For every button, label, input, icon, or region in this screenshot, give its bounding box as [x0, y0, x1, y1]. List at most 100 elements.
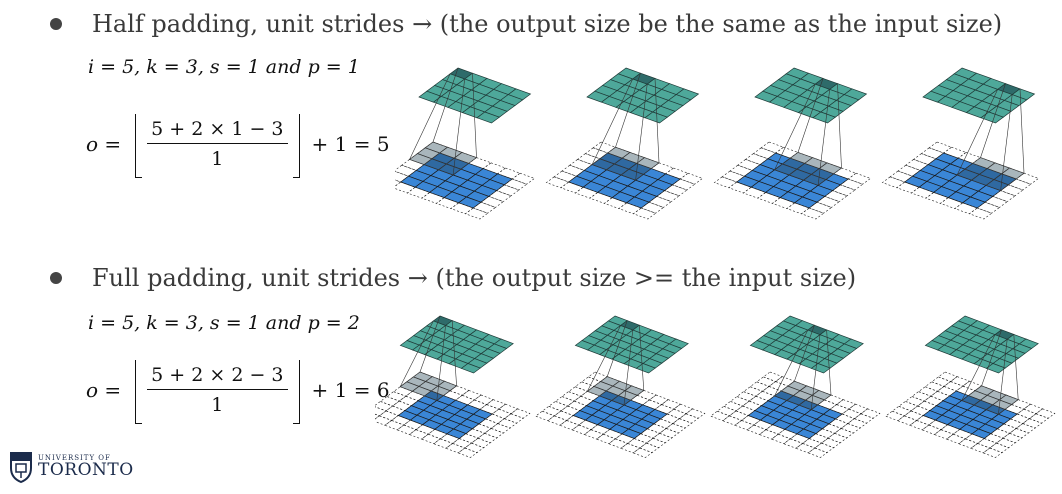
padding-cell [847, 172, 872, 185]
padding-cell [640, 201, 665, 214]
padding-cell [567, 386, 589, 397]
padding-cell [488, 190, 512, 202]
bullet-half-padding: Half padding, unit strides → (the output… [50, 10, 1002, 38]
padding-cell [420, 433, 442, 445]
padding-cell [620, 443, 641, 454]
padding-cell [553, 410, 574, 421]
padding-cell [480, 196, 504, 208]
projection-line [587, 325, 621, 392]
projection-line [399, 320, 434, 387]
padding-cell [1035, 408, 1056, 419]
padding-cell [665, 423, 686, 434]
projection-line [409, 73, 451, 160]
conv-frame [375, 315, 531, 458]
padding-cell [839, 178, 864, 191]
padding-cell [758, 429, 779, 440]
padding-cell [909, 420, 930, 431]
params-full-padding: i = 5, k = 3, s = 1 and p = 2 [88, 312, 360, 334]
padding-cell [534, 410, 556, 422]
padding-cell [632, 447, 653, 458]
padding-cell [541, 405, 562, 417]
padding-cell [473, 394, 494, 405]
fraction-numerator: 5 + 2 × 1 − 3 [147, 118, 288, 144]
padding-cell [490, 423, 511, 434]
padding-cell [898, 401, 919, 412]
padding-cell [762, 371, 783, 382]
padding-cell [485, 399, 507, 410]
padding-cell [660, 399, 682, 410]
padding-cell [945, 433, 967, 445]
padding-cell [663, 184, 688, 197]
padding-cell [483, 428, 505, 439]
projection-line [797, 78, 824, 153]
padding-cell [841, 408, 862, 419]
padding-cell [982, 447, 1003, 458]
padding-cell [995, 437, 1016, 449]
projection-line [774, 329, 809, 397]
padding-cell [639, 442, 660, 453]
padding-cell [511, 172, 536, 185]
padding-cell [503, 178, 528, 191]
output-cell [635, 363, 656, 374]
padding-cell [375, 415, 393, 426]
padding-cell [928, 141, 953, 154]
projection-line [774, 84, 816, 170]
projection-line [591, 78, 633, 165]
padding-cell [1022, 418, 1043, 429]
padding-cell [1016, 408, 1037, 419]
padding-cell [924, 381, 945, 392]
padding-cell [723, 401, 744, 412]
padding-cell [464, 207, 489, 220]
projection-line [436, 325, 446, 401]
kernel-cell [798, 399, 819, 411]
projection-line [639, 325, 645, 391]
projection-line [998, 339, 1008, 415]
padding-cell [375, 406, 387, 417]
padding-cell [736, 391, 757, 402]
params-half-padding: i = 5, k = 3, s = 1 and p = 1 [88, 56, 360, 78]
fraction-denominator: 1 [211, 394, 224, 416]
padding-cell [495, 184, 520, 197]
padding-cell [548, 401, 569, 412]
projection-line [837, 83, 842, 169]
padding-cell [722, 415, 743, 426]
crest-icon [10, 452, 32, 484]
padding-cell [729, 396, 750, 407]
projection-line [472, 73, 477, 158]
padding-cell [921, 424, 942, 435]
padding-cell [379, 396, 400, 407]
padding-cell [491, 408, 512, 419]
floor-fraction: 5 + 2 × 2 − 3 1 [135, 360, 300, 424]
padding-cell [734, 420, 755, 431]
padding-cell [860, 408, 881, 419]
padding-cell [808, 201, 833, 214]
padding-cell [904, 396, 925, 407]
projection-line [623, 330, 634, 406]
padding-cell [770, 433, 792, 445]
padding-cell [891, 405, 912, 417]
floor-fraction: 5 + 2 × 1 − 3 1 [135, 114, 300, 178]
formula-rhs: + 1 = 5 [311, 132, 390, 156]
padding-cell [626, 438, 648, 449]
padding-cell [713, 176, 738, 189]
padding-cell [510, 408, 531, 419]
padding-cell [756, 376, 777, 387]
padding-cell [461, 390, 482, 401]
formula-lhs: o = [86, 378, 122, 402]
padding-cell [903, 410, 924, 421]
padding-cell [545, 176, 570, 189]
padding-cell [645, 437, 666, 449]
projection-line [606, 320, 628, 377]
projection-line [981, 329, 1002, 386]
padding-cell [933, 429, 954, 440]
logo-big-text: TORONTO [38, 460, 134, 480]
projection-line [451, 320, 457, 386]
padding-cell [561, 391, 582, 402]
padding-cell [937, 371, 958, 382]
padding-cell [666, 408, 687, 419]
projection-line [956, 89, 998, 176]
padding-cell [989, 442, 1010, 453]
padding-cell [554, 396, 575, 407]
bullet-dot [50, 18, 62, 30]
projection-line [980, 83, 1006, 158]
